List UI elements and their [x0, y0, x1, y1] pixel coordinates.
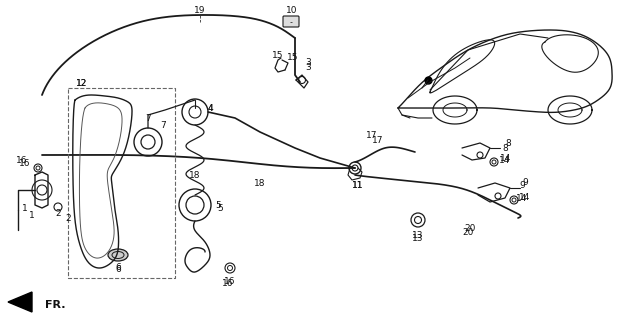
Text: 18: 18 — [189, 171, 201, 180]
Text: 20: 20 — [462, 228, 473, 236]
Text: 16: 16 — [19, 158, 31, 167]
Text: 15: 15 — [273, 51, 284, 60]
Text: 14: 14 — [519, 193, 531, 202]
Text: 10: 10 — [286, 5, 298, 14]
Text: 7: 7 — [145, 114, 151, 123]
Text: 13: 13 — [412, 230, 424, 239]
Text: 11: 11 — [352, 180, 364, 189]
Text: 17: 17 — [372, 135, 384, 145]
Ellipse shape — [108, 249, 128, 261]
Text: 1: 1 — [22, 204, 28, 212]
Text: 16: 16 — [16, 156, 28, 164]
Polygon shape — [8, 292, 32, 312]
Text: 9: 9 — [519, 180, 525, 189]
Text: 17: 17 — [366, 131, 378, 140]
Text: 4: 4 — [207, 103, 213, 113]
Text: 8: 8 — [502, 143, 508, 153]
Text: 6: 6 — [115, 262, 121, 271]
Text: 5: 5 — [217, 204, 223, 212]
Text: 3: 3 — [305, 62, 311, 71]
Text: 16: 16 — [224, 276, 235, 285]
Text: 4: 4 — [207, 103, 213, 113]
Text: FR.: FR. — [44, 300, 66, 310]
Text: 2: 2 — [55, 209, 61, 218]
Text: 5: 5 — [215, 201, 221, 210]
Text: 12: 12 — [76, 78, 88, 87]
Text: 7: 7 — [160, 121, 166, 130]
Text: 12: 12 — [76, 78, 88, 87]
Text: 14: 14 — [501, 154, 512, 163]
FancyBboxPatch shape — [283, 16, 299, 27]
Text: 20: 20 — [464, 223, 476, 233]
Text: 19: 19 — [194, 5, 206, 14]
Text: 8: 8 — [505, 139, 511, 148]
Text: 2: 2 — [65, 213, 71, 222]
Text: 11: 11 — [352, 180, 364, 189]
Text: 9: 9 — [522, 178, 528, 187]
Text: 6: 6 — [115, 266, 121, 275]
Text: 3: 3 — [305, 58, 311, 67]
Text: 14: 14 — [499, 156, 510, 164]
Text: 14: 14 — [516, 194, 528, 203]
Text: 15: 15 — [287, 52, 298, 61]
Text: 1: 1 — [29, 211, 35, 220]
Text: 18: 18 — [254, 179, 266, 188]
Text: 16: 16 — [222, 278, 234, 287]
Text: 13: 13 — [412, 234, 424, 243]
